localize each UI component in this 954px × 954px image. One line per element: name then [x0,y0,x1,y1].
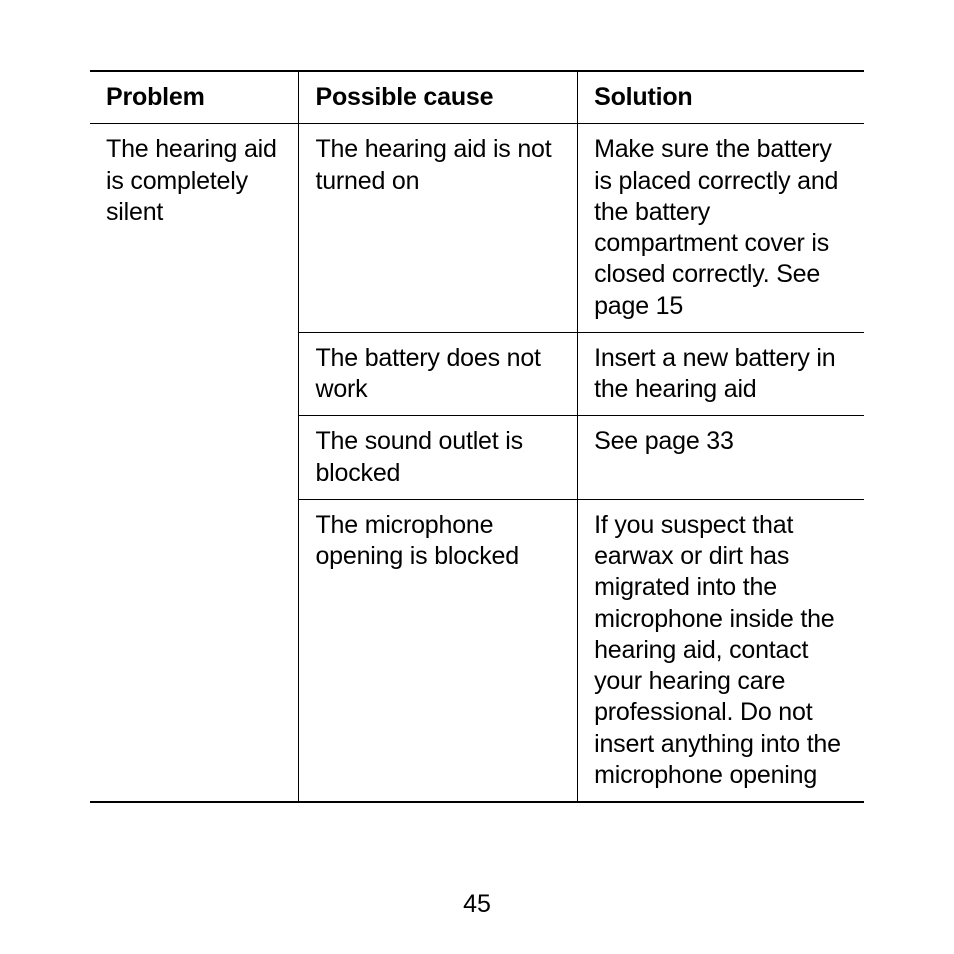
header-cause: Possible cause [299,71,578,124]
table-header-row: Problem Possible cause Solution [90,71,864,124]
cell-solution: Make sure the battery is placed correctl… [578,124,864,333]
cell-solution: See page 33 [578,416,864,500]
troubleshooting-table: Problem Possible cause Solution The hear… [90,70,864,803]
cell-cause: The battery does not work [299,332,578,416]
cell-solution: Insert a new battery in the hearing aid [578,332,864,416]
cell-cause: The microphone opening is blocked [299,499,578,802]
table-row: The hearing aid is completely silent The… [90,124,864,333]
header-problem: Problem [90,71,299,124]
cell-cause: The hearing aid is not turned on [299,124,578,333]
cell-cause: The sound outlet is blocked [299,416,578,500]
cell-solution: If you suspect that earwax or dirt has m… [578,499,864,802]
header-solution: Solution [578,71,864,124]
page-number: 45 [0,890,954,919]
cell-problem: The hearing aid is completely silent [90,124,299,802]
page: Problem Possible cause Solution The hear… [0,0,954,954]
